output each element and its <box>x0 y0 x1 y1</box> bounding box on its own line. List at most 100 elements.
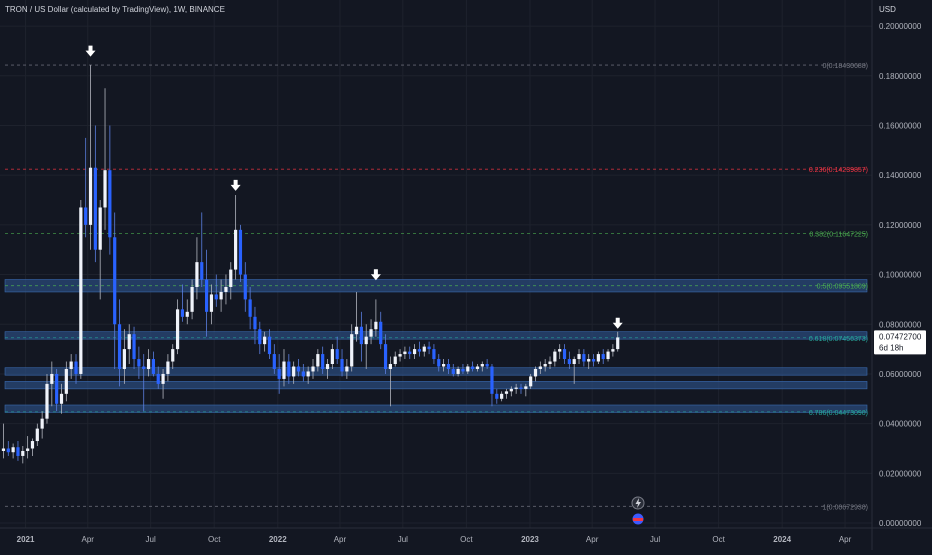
candle-body[interactable] <box>340 359 344 372</box>
candle-body[interactable] <box>243 274 247 300</box>
candle-body[interactable] <box>321 354 325 369</box>
candle-body[interactable] <box>379 321 383 345</box>
candle-body[interactable] <box>234 229 238 270</box>
candle-body[interactable] <box>64 368 68 394</box>
candle-body[interactable] <box>1 448 6 451</box>
candle-body[interactable] <box>330 349 334 365</box>
candle-body[interactable] <box>122 349 126 369</box>
candle-body[interactable] <box>490 366 494 394</box>
candle-body[interactable] <box>422 346 426 352</box>
candle-body[interactable] <box>359 326 363 345</box>
candle-body[interactable] <box>495 393 499 399</box>
candle-body[interactable] <box>543 364 547 367</box>
candle-body[interactable] <box>562 349 567 360</box>
candle-body[interactable] <box>175 309 180 350</box>
candle-body[interactable] <box>325 364 330 369</box>
candle-body[interactable] <box>93 167 97 250</box>
candle-body[interactable] <box>132 334 136 360</box>
candle-body[interactable] <box>161 373 165 384</box>
candle-body[interactable] <box>79 207 83 374</box>
candle-body[interactable] <box>301 371 305 377</box>
candle-body[interactable] <box>272 354 276 369</box>
candle-body[interactable] <box>466 366 470 372</box>
candle-body[interactable] <box>514 387 518 389</box>
candle-body[interactable] <box>456 368 460 374</box>
candle-body[interactable] <box>582 354 586 362</box>
candle-body[interactable] <box>253 316 257 330</box>
support-zone[interactable] <box>4 367 868 376</box>
candle-body[interactable] <box>519 387 523 389</box>
candle-body[interactable] <box>98 207 102 250</box>
candle-body[interactable] <box>282 361 286 379</box>
candle-body[interactable] <box>601 354 605 360</box>
candle-body[interactable] <box>369 329 373 337</box>
candle-body[interactable] <box>480 364 484 367</box>
candle-body[interactable] <box>427 346 431 350</box>
candle-body[interactable] <box>611 349 615 352</box>
candle-body[interactable] <box>267 336 272 355</box>
candle-body[interactable] <box>461 368 465 372</box>
candle-body[interactable] <box>596 354 600 362</box>
candle-body[interactable] <box>59 393 64 404</box>
candle-body[interactable] <box>209 294 214 312</box>
candle-body[interactable] <box>74 361 78 374</box>
candle-body[interactable] <box>16 447 20 456</box>
candle-body[interactable] <box>292 366 296 377</box>
candle-body[interactable] <box>591 359 596 362</box>
candle-body[interactable] <box>567 359 571 365</box>
candle-body[interactable] <box>442 364 446 367</box>
support-zone[interactable] <box>4 404 868 413</box>
candle-body[interactable] <box>553 351 557 362</box>
candle-body[interactable] <box>219 291 223 300</box>
candle-body[interactable] <box>287 361 291 377</box>
candle-body[interactable] <box>306 371 310 377</box>
candle-body[interactable] <box>26 448 30 451</box>
candle-body[interactable] <box>364 336 368 345</box>
candle-body[interactable] <box>142 366 146 369</box>
candle-body[interactable] <box>195 262 199 287</box>
candle-body[interactable] <box>248 299 252 317</box>
candle-body[interactable] <box>200 262 204 280</box>
candle-body[interactable] <box>398 354 402 357</box>
candle-body[interactable] <box>258 329 262 345</box>
candle-body[interactable] <box>383 344 388 369</box>
candle-body[interactable] <box>345 366 349 372</box>
candle-body[interactable] <box>354 326 359 335</box>
candle-body[interactable] <box>475 366 480 369</box>
candle-body[interactable] <box>263 336 267 345</box>
candle-body[interactable] <box>146 359 151 369</box>
candle-body[interactable] <box>21 450 25 456</box>
candle-body[interactable] <box>471 366 475 369</box>
candle-body[interactable] <box>166 361 170 374</box>
candle-body[interactable] <box>229 269 233 287</box>
candle-body[interactable] <box>504 391 509 394</box>
candle-body[interactable] <box>529 376 533 387</box>
candle-body[interactable] <box>538 366 542 369</box>
candle-body[interactable] <box>50 373 54 384</box>
candle-body[interactable] <box>374 321 378 330</box>
candle-body[interactable] <box>500 393 504 399</box>
candle-body[interactable] <box>35 428 39 442</box>
candle-body[interactable] <box>171 349 175 362</box>
candle-body[interactable] <box>55 373 59 404</box>
candle-body[interactable] <box>403 351 407 355</box>
candle-body[interactable] <box>437 359 441 367</box>
candle-body[interactable] <box>88 167 93 225</box>
candle-body[interactable] <box>103 170 107 208</box>
candle-body[interactable] <box>432 349 436 360</box>
candle-body[interactable] <box>485 364 489 367</box>
candle-body[interactable] <box>127 334 131 350</box>
candle-body[interactable] <box>117 324 122 369</box>
candle-body[interactable] <box>446 364 451 369</box>
candle-body[interactable] <box>204 279 209 312</box>
candle-body[interactable] <box>238 229 243 275</box>
candle-body[interactable] <box>180 309 185 317</box>
candle-body[interactable] <box>587 359 591 362</box>
candle-body[interactable] <box>214 294 218 300</box>
candle-body[interactable] <box>509 388 513 392</box>
candle-body[interactable] <box>277 368 281 379</box>
candle-body[interactable] <box>335 349 339 360</box>
candle-body[interactable] <box>151 359 155 374</box>
candle-body[interactable] <box>296 366 301 372</box>
